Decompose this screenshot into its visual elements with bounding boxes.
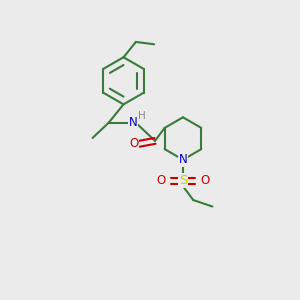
Text: O: O <box>156 174 165 188</box>
Text: S: S <box>179 174 187 188</box>
Text: O: O <box>201 174 210 188</box>
Text: N: N <box>178 153 188 166</box>
Text: N: N <box>128 116 137 129</box>
Text: O: O <box>129 137 138 150</box>
Text: H: H <box>139 111 146 121</box>
